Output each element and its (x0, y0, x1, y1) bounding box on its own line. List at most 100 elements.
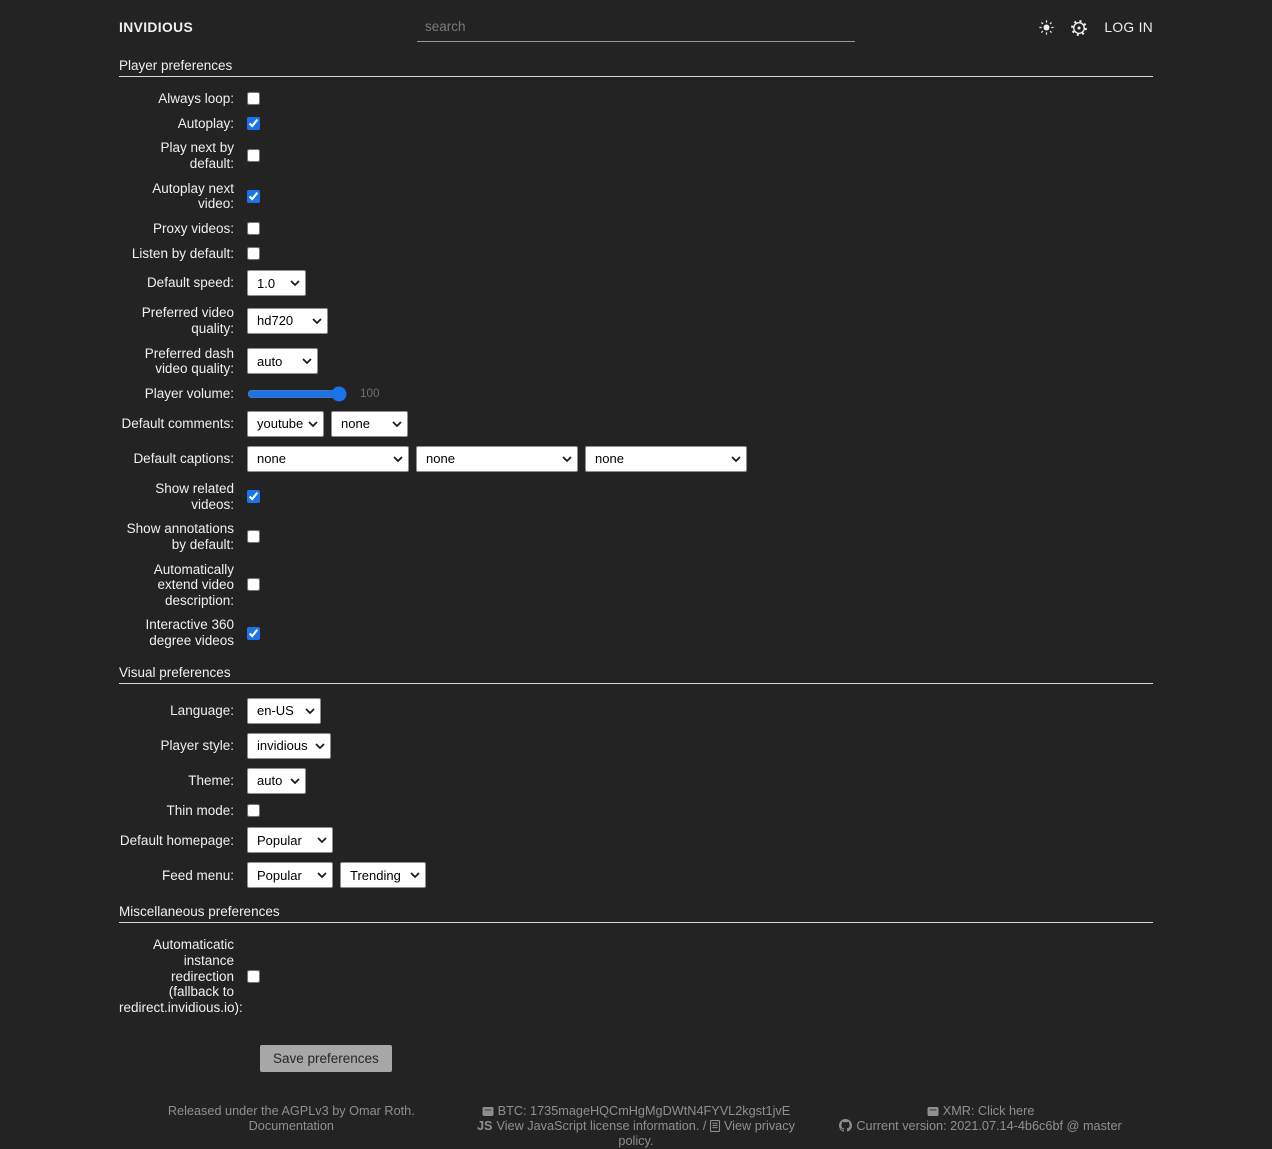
player-preferences-section: Player preferences Always loop: Autoplay… (119, 58, 1153, 649)
pref-row-comments: Default comments: youtube none (119, 410, 1153, 437)
pref-row-player-style: Player style: invidious (119, 732, 1153, 759)
comments-label: Default comments: (121, 416, 234, 432)
coin-icon (927, 1104, 939, 1118)
pref-row-auto-redirect: Automaticatic instance redirection (fall… (119, 937, 1153, 1015)
related-label: Show related videos: (155, 480, 234, 512)
feed-menu-select-2[interactable]: Trending (340, 862, 426, 889)
section-title-misc: Miscellaneous preferences (119, 904, 280, 920)
pref-row-dash-quality: Preferred dash video quality: auto (119, 346, 1153, 377)
footer-version-column: XMR: Click here Current version: 2021.07… (808, 1104, 1153, 1149)
autoplay-label: Autoplay: (177, 115, 234, 131)
language-select[interactable]: en-US (247, 697, 321, 724)
vr-mode-checkbox[interactable] (247, 626, 260, 640)
pref-row-autoplay: Autoplay: (119, 116, 1153, 132)
proxy-videos-checkbox[interactable] (247, 222, 260, 236)
xmr-label: XMR: (942, 1103, 975, 1118)
pref-row-default-homepage: Default homepage: Popular (119, 827, 1153, 854)
pref-row-always-loop: Always loop: (119, 91, 1153, 107)
auto-redirect-checkbox[interactable] (247, 970, 260, 984)
volume-label: Player volume: (144, 386, 234, 402)
extend-desc-label: Automatically extend video description: (153, 561, 234, 608)
volume-slider[interactable] (247, 385, 347, 402)
play-next-label: Play next by default: (160, 140, 234, 171)
section-title-visual: Visual preferences (119, 664, 231, 680)
always-loop-label: Always loop: (158, 91, 234, 106)
vr-mode-label: Interactive 360 degree videos (145, 617, 234, 649)
volume-value: 100 (360, 387, 380, 401)
language-label: Language: (170, 702, 234, 718)
top-navbar: INVIDIOUS (119, 0, 1153, 42)
github-icon (839, 1118, 853, 1133)
player-style-select[interactable]: invidious (247, 732, 331, 759)
separator: / (702, 1118, 707, 1133)
xmr-link[interactable]: Click here (977, 1103, 1035, 1118)
feed-menu-label: Feed menu: (161, 867, 234, 883)
version-label: Current version: (856, 1118, 947, 1133)
footer-donate-column: BTC: 1735mageHQCmHgMgDWtN4FYVL2kgst1jvE … (464, 1104, 809, 1149)
feed-menu-select-1[interactable]: Popular (247, 862, 333, 889)
footer: Released under the AGPLv3 by Omar Roth. … (119, 1104, 1153, 1149)
section-title-player: Player preferences (119, 58, 233, 73)
document-icon (709, 1119, 720, 1133)
pref-row-feed-menu: Feed menu: Popular Trending (119, 862, 1153, 889)
gear-icon[interactable] (1071, 19, 1088, 36)
autoplay-next-label: Autoplay next video: (152, 180, 234, 212)
pref-row-thin-mode: Thin mode: (119, 803, 1153, 819)
captions-label: Default captions: (133, 451, 234, 467)
theme-select[interactable]: auto (247, 767, 306, 794)
default-homepage-select[interactable]: Popular (247, 827, 333, 854)
dash-quality-select[interactable]: auto (247, 348, 318, 375)
pref-row-video-quality: Preferred video quality: hd720 (119, 305, 1153, 336)
annotations-checkbox[interactable] (247, 530, 260, 544)
comments-select-1[interactable]: youtube (247, 410, 324, 437)
divider (119, 922, 1153, 924)
captions-select-2[interactable]: none (416, 445, 578, 472)
log-in-link[interactable]: LOG IN (1104, 20, 1153, 35)
save-preferences-button[interactable]: Save preferences (260, 1044, 392, 1072)
pref-row-default-speed: Default speed: 1.0 (119, 270, 1153, 297)
misc-preferences-section: Miscellaneous preferences Automaticatic … (119, 904, 1153, 1015)
divider (119, 682, 1153, 684)
pref-row-language: Language: en-US (119, 697, 1153, 724)
listen-default-checkbox[interactable] (247, 246, 260, 260)
extend-desc-checkbox[interactable] (247, 578, 260, 592)
play-next-checkbox[interactable] (247, 149, 260, 163)
footer-license-column: Released under the AGPLv3 by Omar Roth. … (119, 1104, 464, 1149)
sun-icon[interactable] (1039, 20, 1055, 35)
search-input[interactable] (417, 13, 855, 42)
invidious-logo[interactable]: INVIDIOUS (119, 20, 194, 35)
thin-mode-label: Thin mode: (166, 802, 234, 818)
pref-row-volume: Player volume: 100 (119, 385, 1153, 402)
video-quality-select[interactable]: hd720 (247, 307, 328, 334)
default-speed-select[interactable]: 1.0 (247, 270, 306, 297)
annotations-label: Show annotations by default: (126, 521, 234, 552)
dash-quality-label: Preferred dash video quality: (144, 345, 234, 377)
comments-select-2[interactable]: none (331, 410, 408, 437)
pref-row-proxy-videos: Proxy videos: (119, 221, 1153, 237)
coin-icon (482, 1104, 494, 1118)
player-style-label: Player style: (160, 737, 234, 753)
js-icon: JS (476, 1118, 493, 1133)
theme-label: Theme: (188, 772, 234, 788)
pref-row-listen-default: Listen by default: (119, 246, 1153, 262)
thin-mode-checkbox[interactable] (247, 804, 260, 818)
captions-select-3[interactable]: none (585, 445, 747, 472)
pref-row-extend-desc: Automatically extend video description: (119, 562, 1153, 609)
version-link[interactable]: 2021.07.14-4b6c6bf @ master (950, 1118, 1122, 1133)
documentation-link[interactable]: Documentation (248, 1118, 334, 1133)
pref-row-vr-mode: Interactive 360 degree videos (119, 617, 1153, 648)
pref-row-theme: Theme: auto (119, 767, 1153, 794)
listen-default-label: Listen by default: (131, 245, 234, 261)
captions-select-1[interactable]: none (247, 445, 409, 472)
js-license-link[interactable]: View JavaScript license information. (496, 1118, 700, 1133)
page: INVIDIOUS (119, 0, 1153, 1149)
autoplay-checkbox[interactable] (247, 116, 260, 130)
related-checkbox[interactable] (247, 490, 260, 504)
pref-row-autoplay-next: Autoplay next video: (119, 181, 1153, 212)
pref-row-annotations: Show annotations by default: (119, 521, 1153, 552)
auto-redirect-label: Automaticatic instance redirection (fall… (119, 937, 243, 1016)
always-loop-checkbox[interactable] (247, 92, 260, 106)
default-homepage-label: Default homepage: (119, 832, 234, 848)
pref-row-related: Show related videos: (119, 481, 1153, 512)
autoplay-next-checkbox[interactable] (247, 189, 260, 203)
